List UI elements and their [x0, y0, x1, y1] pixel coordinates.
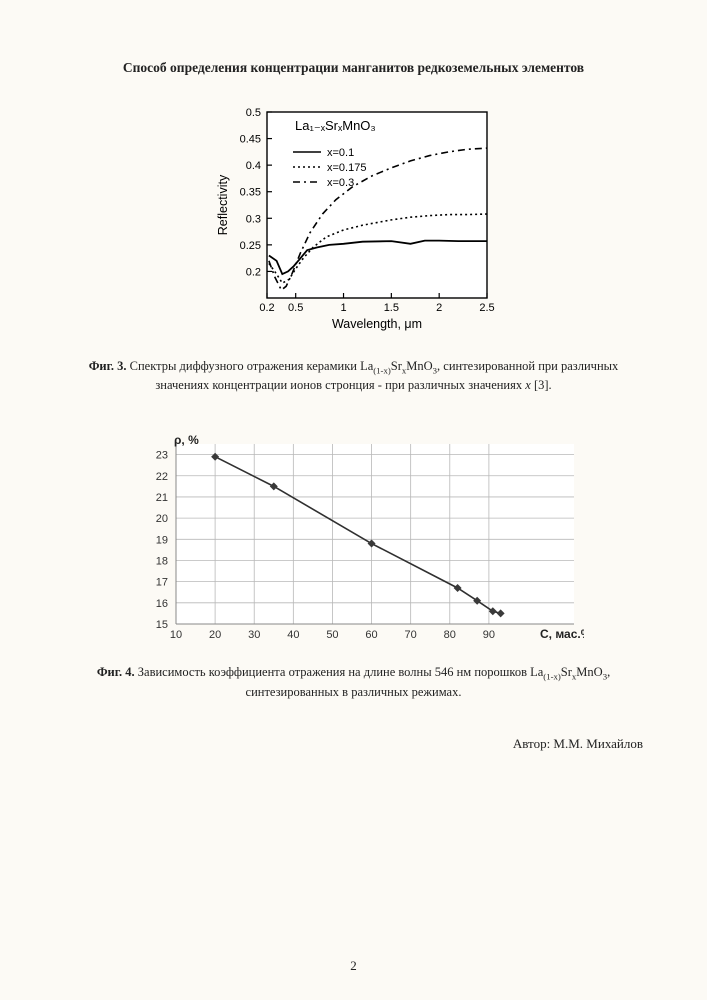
- page-title: Способ определения концентрации манганит…: [60, 60, 647, 76]
- svg-text:10: 10: [169, 629, 181, 641]
- svg-text:0.5: 0.5: [288, 302, 303, 314]
- svg-text:2: 2: [436, 302, 442, 314]
- page-container: Способ определения концентрации манганит…: [0, 0, 707, 1000]
- svg-text:x=0.175: x=0.175: [327, 162, 366, 174]
- fig3-sub1: (1-x): [373, 366, 391, 376]
- page-number: 2: [0, 958, 707, 974]
- svg-text:C, мас.%: C, мас.%: [540, 627, 584, 641]
- svg-text:50: 50: [326, 629, 338, 641]
- svg-text:1.5: 1.5: [383, 302, 398, 314]
- svg-text:x=0.3: x=0.3: [327, 177, 354, 189]
- svg-text:90: 90: [482, 629, 494, 641]
- svg-text:20: 20: [155, 513, 167, 525]
- figure-3: 0.2 0.5 1 1.5 2 2.5 0.2 0.25 0.3 0.35 0.4 0.45 0.5 Wa…: [60, 100, 647, 340]
- figure-4-caption: Фиг. 4. Зависимость коэффициента отражен…: [70, 664, 637, 700]
- fig4-sub1: (1-x): [543, 672, 561, 682]
- fig4-label: Фиг. 4.: [97, 665, 135, 679]
- svg-text:80: 80: [443, 629, 455, 641]
- fig3-text-c: MnO: [406, 359, 432, 373]
- fig4-text-b: Sr: [561, 665, 572, 679]
- svg-text:17: 17: [155, 577, 167, 589]
- svg-text:16: 16: [155, 598, 167, 610]
- svg-text:0.25: 0.25: [239, 240, 260, 252]
- figure-3-caption: Фиг. 3. Спектры диффузного отражения кер…: [70, 358, 637, 394]
- svg-text:21: 21: [155, 492, 167, 504]
- svg-text:2.5: 2.5: [479, 302, 494, 314]
- svg-text:0.5: 0.5: [245, 107, 260, 119]
- fig4-text-c: MnO: [576, 665, 602, 679]
- figure-3-chart: 0.2 0.5 1 1.5 2 2.5 0.2 0.25 0.3 0.35 0.4 0.45 0.5 Wa…: [209, 100, 499, 340]
- svg-text:ρ, %: ρ, %: [174, 433, 199, 447]
- author-line: Автор: М.М. Михайлов: [60, 736, 647, 752]
- svg-text:23: 23: [155, 450, 167, 462]
- figure-4: 10 20 30 40 50 60 70 80 90 15 16 17 18 19 20 21 22 23 ρ, %…: [60, 430, 647, 650]
- svg-text:0.4: 0.4: [245, 160, 260, 172]
- figure-4-chart: 10 20 30 40 50 60 70 80 90 15 16 17 18 19 20 21 22 23 ρ, %…: [124, 430, 584, 650]
- svg-text:60: 60: [365, 629, 377, 641]
- svg-text:0.45: 0.45: [239, 134, 260, 146]
- svg-text:70: 70: [404, 629, 416, 641]
- fig3-ref: [3].: [531, 378, 552, 392]
- fig3-text-a: Спектры диффузного отражения керамики La: [127, 359, 374, 373]
- svg-text:19: 19: [155, 534, 167, 546]
- svg-text:0.2: 0.2: [259, 302, 274, 314]
- svg-text:15: 15: [155, 619, 167, 631]
- svg-text:40: 40: [287, 629, 299, 641]
- svg-text:30: 30: [248, 629, 260, 641]
- svg-text:Reflectivity: Reflectivity: [216, 174, 230, 235]
- fig3-text-b: Sr: [391, 359, 402, 373]
- svg-text:0.35: 0.35: [239, 187, 260, 199]
- fig3-label: Фиг. 3.: [89, 359, 127, 373]
- svg-text:18: 18: [155, 556, 167, 568]
- svg-text:0.3: 0.3: [245, 213, 260, 225]
- svg-text:20: 20: [208, 629, 220, 641]
- svg-text:x=0.1: x=0.1: [327, 147, 354, 159]
- svg-text:1: 1: [340, 302, 346, 314]
- svg-text:Wavelength, μm: Wavelength, μm: [331, 317, 421, 331]
- svg-text:22: 22: [155, 471, 167, 483]
- fig4-text-a: Зависимость коэффициента отражения на дл…: [135, 665, 544, 679]
- svg-text:0.2: 0.2: [245, 266, 260, 278]
- svg-text:La₁₋ₓSrₓMnO₃: La₁₋ₓSrₓMnO₃: [295, 118, 376, 133]
